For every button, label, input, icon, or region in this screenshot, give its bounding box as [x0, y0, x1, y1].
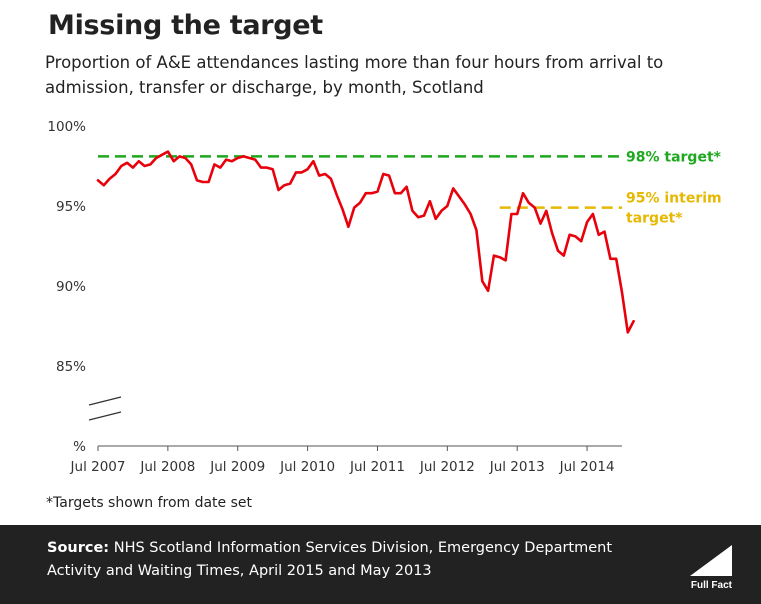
chart-subtitle: Proportion of A&E attendances lasting mo…: [45, 53, 664, 97]
y-tick-label: %: [73, 439, 86, 455]
y-tick-label: 95%: [56, 199, 86, 215]
axis-break-marks: [88, 396, 122, 421]
source-text: NHS Scotland Information Services Divisi…: [47, 540, 613, 579]
chart-area: %85%90%95%100% Jul 2007 Jul 2008 Jul 2009 J…: [47, 119, 722, 475]
x-tick-label: Jul 2014: [559, 459, 615, 475]
axis-break-line: [88, 411, 122, 421]
x-tick-label: Jul 2008: [139, 459, 195, 475]
source-label: Source:: [47, 540, 110, 556]
x-tick-label: Jul 2010: [279, 459, 335, 475]
x-tick-label: Jul 2013: [489, 459, 545, 475]
y-tick-label: 90%: [56, 279, 86, 295]
series-line: [96, 150, 635, 334]
chart-title: Missing the target: [48, 10, 323, 41]
y-axis-labels: % 85% 90% 95% 100%: [47, 119, 86, 455]
source-footer: Source: NHS Scotland Information Service…: [0, 525, 761, 604]
reference-line-label: 98% target*: [626, 149, 722, 165]
x-axis: Jul 2007 Jul 2008 Jul 2009 Jul 2010 Jul 2011…: [70, 445, 622, 475]
x-tick-label: Jul 2012: [419, 459, 475, 475]
source-note: Source: NHS Scotland Information Service…: [47, 537, 667, 583]
reference-line-label: 95% interim target*: [626, 191, 722, 227]
axis-break-line: [88, 396, 122, 406]
y-tick-label: 100%: [47, 119, 86, 135]
reference-lines: 98% target* 95% interim target*: [98, 149, 722, 227]
full-fact-logo-icon: Full Fact: [690, 545, 733, 590]
y-tick-label: 85%: [56, 359, 86, 375]
x-tick-label: Jul 2011: [349, 459, 405, 475]
x-tick-label: Jul 2007: [70, 459, 126, 475]
x-tick-label: Jul 2009: [209, 459, 265, 475]
series-group: [96, 150, 635, 334]
footnote: *Targets shown from date set: [46, 495, 253, 511]
logo-text: Full Fact: [691, 580, 733, 590]
